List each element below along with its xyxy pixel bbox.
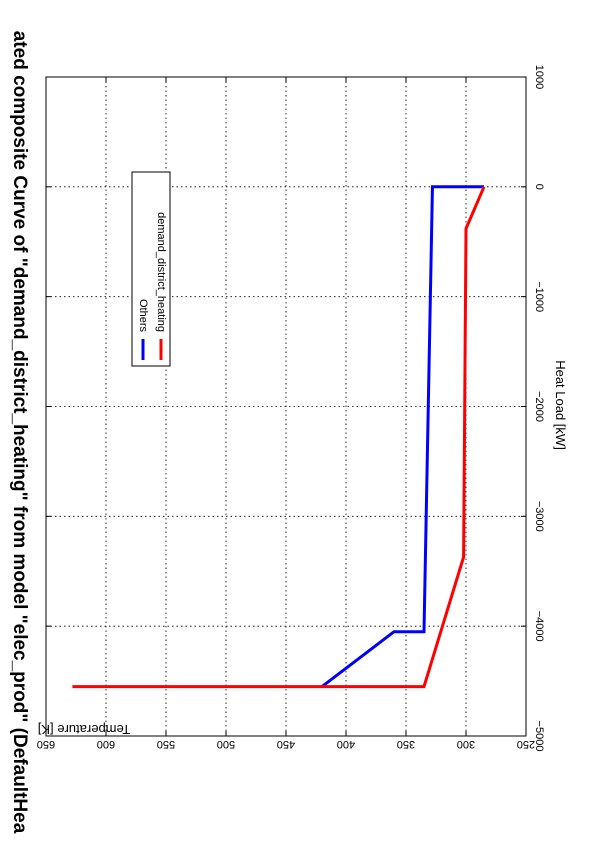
chart-title: ated composite Curve of "demand_district… — [9, 31, 30, 834]
y-tick-label: 300 — [457, 738, 475, 750]
legend-label: demand_district_heating — [155, 212, 167, 332]
x-tick-label: −5000 — [533, 721, 545, 752]
ticks: −5000 −4000 −3000 −2000 −1000 0 1000 250 300 350 4… — [37, 65, 545, 752]
series-layer — [72, 185, 486, 689]
x-tick-label: −4000 — [533, 611, 545, 642]
series-line-demand-district-heating — [72, 186, 486, 689]
x-tick-label: 1000 — [533, 65, 545, 89]
legend: Others demand_district_heating — [131, 171, 171, 367]
y-tick-label: 600 — [97, 738, 115, 750]
y-tick-label: 450 — [277, 738, 295, 750]
y-tick-label: 350 — [397, 738, 415, 750]
y-axis-label: Temperature [K] — [38, 722, 131, 737]
grid — [46, 77, 526, 736]
legend-label: Others — [137, 299, 149, 333]
legend-box — [131, 171, 171, 367]
series-line-others — [321, 185, 484, 688]
y-tick-label: 500 — [217, 738, 235, 750]
x-tick-label: −2000 — [533, 391, 545, 422]
x-tick-label: 0 — [533, 184, 545, 190]
x-axis-label: Heat Load [kW] — [553, 360, 568, 450]
y-tick-label: 550 — [157, 738, 175, 750]
y-tick-label: 400 — [337, 738, 355, 750]
plot-area: −5000 −4000 −3000 −2000 −1000 0 1000 250 300 350 4… — [37, 65, 545, 752]
x-tick-label: −1000 — [533, 281, 545, 312]
y-tick-label: 250 — [517, 738, 535, 750]
y-tick-label: 650 — [37, 738, 55, 750]
x-tick-label: −3000 — [533, 501, 545, 532]
